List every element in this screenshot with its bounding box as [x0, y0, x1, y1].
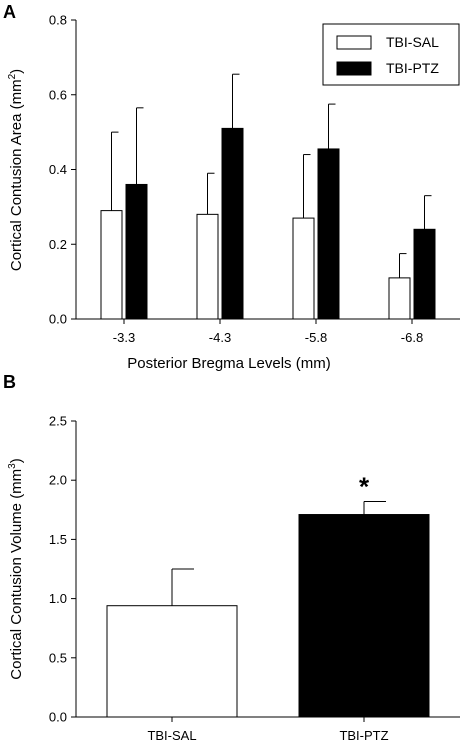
- y-tick-label: 2.0: [49, 473, 67, 488]
- bar-tbi-sal: [106, 605, 238, 718]
- significance-marker: *: [359, 472, 370, 502]
- y-tick-label: 0.6: [49, 87, 67, 102]
- bar-tbi-ptz: [413, 228, 436, 320]
- x-tick-label: -5.8: [305, 330, 327, 345]
- y-tick-label: 1.5: [49, 532, 67, 547]
- x-tick-label: -6.8: [401, 330, 423, 345]
- panel-a-x-axis-title: Posterior Bregma Levels (mm): [127, 355, 330, 372]
- y-tick-label: 0.0: [49, 710, 67, 725]
- x-tick-label: TBI-SAL: [147, 728, 196, 743]
- bar-tbi-ptz: [317, 148, 340, 320]
- bar-tbi-sal: [388, 277, 411, 320]
- bar-tbi-sal: [100, 210, 123, 320]
- panel-b-chart: 0.0 0.5 1.0 1.5 2.0 2.5 TBI-SAL TBI-PTZ *: [49, 414, 460, 743]
- panel-a-label: A: [3, 2, 16, 22]
- bar-tbi-ptz: [298, 514, 430, 718]
- x-tick-label: -3.3: [113, 330, 135, 345]
- panel-a-chart: 0.0 0.2 0.4 0.6 0.8 -3.3 -4.3 -5.8 -6.8 TBI-SAL TB…: [49, 13, 460, 345]
- y-tick-label: 2.5: [49, 414, 67, 429]
- legend-swatch: [336, 61, 372, 76]
- y-tick-label: 0.8: [49, 13, 67, 28]
- panel-b-y-axis-title: Cortical Contusion Volume (mm3): [7, 458, 25, 679]
- y-tick-label: 0.0: [49, 312, 67, 327]
- bar-tbi-ptz: [221, 127, 244, 320]
- y-tick-label: 0.5: [49, 650, 67, 665]
- panel-b-label: B: [3, 372, 16, 392]
- y-tick-label: 1.0: [49, 591, 67, 606]
- x-tick-label: -4.3: [209, 330, 231, 345]
- bar-tbi-ptz: [125, 183, 148, 320]
- panel-a-y-axis-title: Cortical Contusion Area (mm2): [7, 69, 25, 271]
- y-tick-label: 0.4: [49, 162, 67, 177]
- legend-label: TBI-SAL: [386, 34, 439, 50]
- y-tick-label: 0.2: [49, 237, 67, 252]
- bar-tbi-sal: [196, 213, 219, 320]
- legend-label: TBI-PTZ: [386, 60, 439, 76]
- legend-swatch: [336, 35, 372, 50]
- legend-box: [322, 23, 460, 86]
- x-tick-label: TBI-PTZ: [339, 728, 388, 743]
- bar-tbi-sal: [292, 217, 315, 320]
